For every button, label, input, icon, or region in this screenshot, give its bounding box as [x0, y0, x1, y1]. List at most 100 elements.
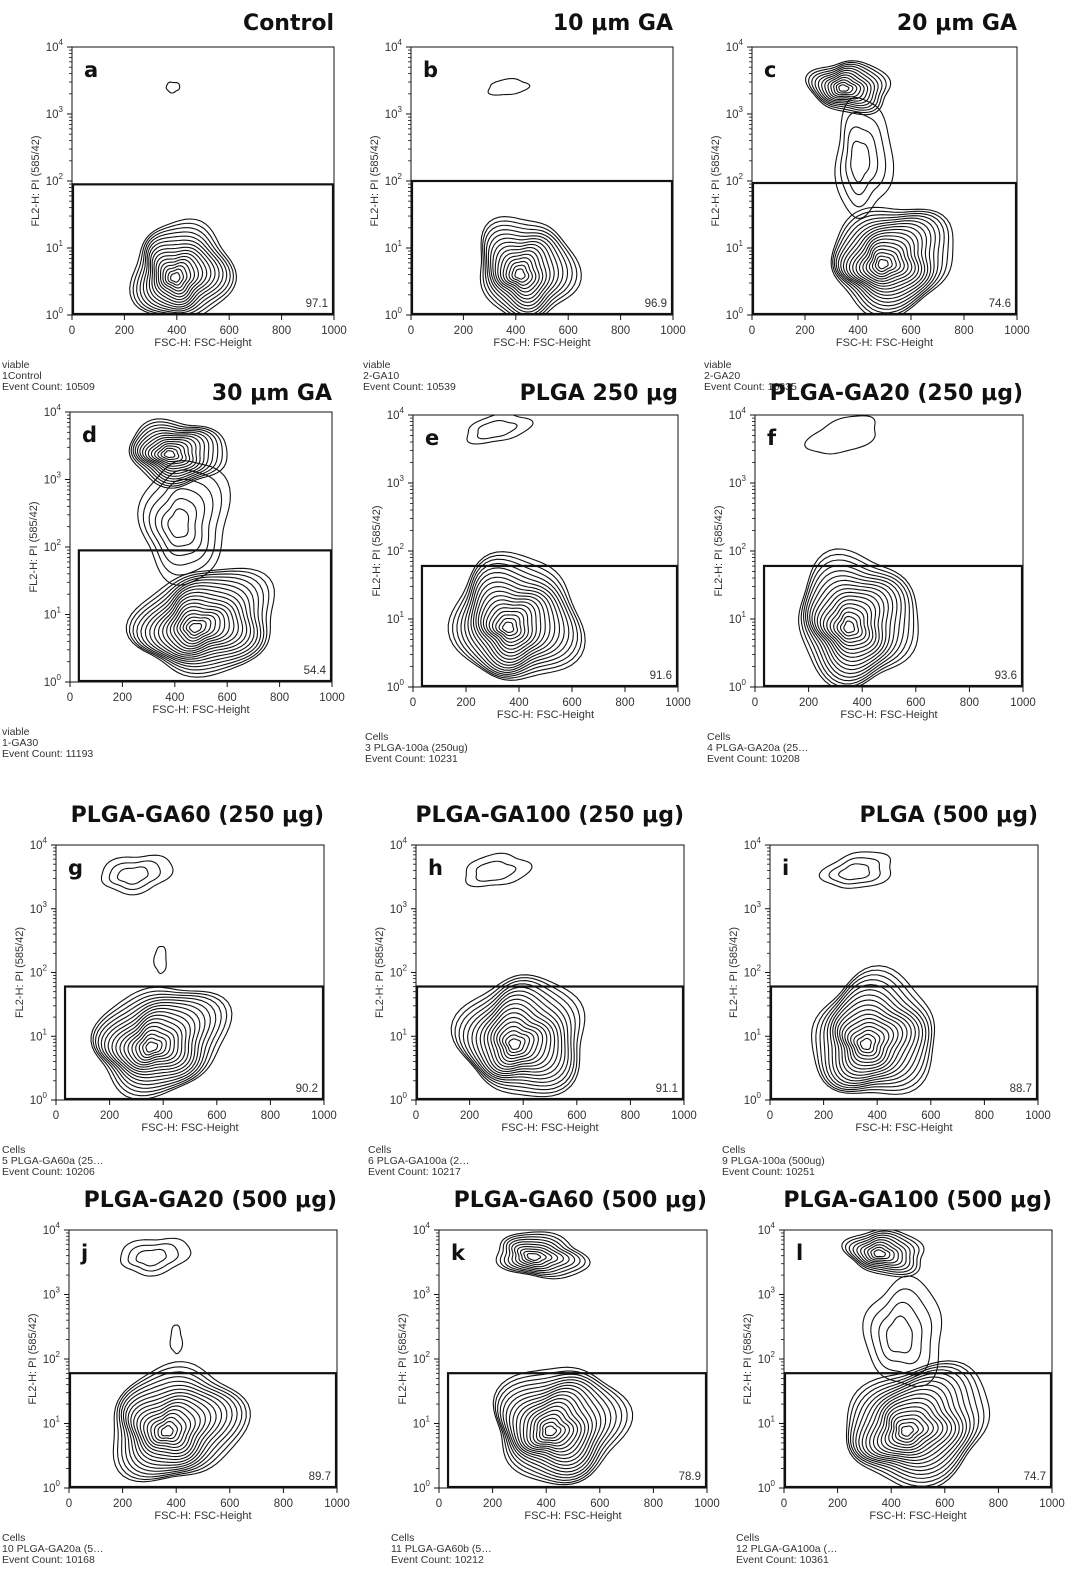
contour-line-i-0-12: [847, 1021, 890, 1063]
contour-line-d-2-2: [148, 478, 214, 566]
x-tick-label: 600: [921, 1110, 940, 1122]
contour-line-l-1-8: [870, 1246, 891, 1260]
contour-line-d-0-0: [125, 567, 275, 678]
y-tick-exponent: 0: [398, 306, 403, 315]
contour-line-b-0-8: [497, 246, 547, 300]
x-tick-label: 800: [270, 692, 289, 704]
y-tick-label: 100: [30, 1091, 48, 1107]
contour-line-d-0-2: [132, 573, 265, 671]
contour-line-k-0-8: [515, 1390, 593, 1463]
y-tick-label: 100: [744, 1091, 762, 1107]
sample-info-line: Event Count: 11193: [2, 748, 93, 760]
x-tick-label: 600: [590, 1498, 609, 1510]
contour-line-c-0-9: [852, 232, 920, 290]
sample-info-line: 6 PLGA-GA100a (2…: [368, 1155, 470, 1167]
y-tick-exponent: 2: [57, 538, 62, 547]
contour-line-l-0-12: [884, 1406, 939, 1451]
contour-line-c-1-4: [817, 67, 876, 107]
plot-frame: [438, 1229, 708, 1489]
x-tick-label: 0: [53, 1110, 59, 1122]
contour-line-c-0-12: [862, 241, 909, 282]
y-tick-exponent: 3: [57, 471, 62, 480]
contour-line-f-0-8: [816, 588, 885, 662]
gate-percentage: 97.1: [306, 298, 328, 310]
panel-letter: k: [451, 1241, 466, 1265]
x-tick-label: 800: [960, 697, 979, 709]
contour-line-k-0-13: [532, 1409, 575, 1447]
contour-line-a-0-1: [132, 222, 235, 315]
sample-info-line: Event Count: 10168: [2, 1554, 95, 1566]
contour-line-k-1-6: [516, 1246, 559, 1268]
contour-line-l-1-6: [863, 1241, 899, 1264]
y-tick-exponent: 2: [742, 542, 747, 551]
sample-info-line: Cells: [391, 1532, 414, 1544]
x-axis-label: FSC-H: FSC-Height: [501, 1122, 598, 1134]
y-tick-label: 103: [43, 1286, 61, 1302]
y-axis-label: FL2-H: PI (585/42): [27, 1313, 39, 1404]
sample-info-line: Event Count: 10361: [736, 1554, 829, 1566]
contour-line-b-0-10: [502, 253, 540, 293]
contour-line-f-0-2: [803, 559, 910, 685]
x-tick-label: 600: [935, 1498, 954, 1510]
contour-line-l-0-14: [891, 1414, 929, 1446]
contour-line-c-0-14: [868, 248, 901, 278]
contour-line-d-0-10: [166, 598, 235, 652]
contour-line-k-1-5: [513, 1243, 564, 1270]
y-tick-label: 104: [729, 406, 747, 422]
gate-percentage: 74.6: [989, 298, 1011, 310]
contour-line-c-0-15: [871, 252, 897, 275]
y-tick-label: 104: [43, 1221, 61, 1237]
contour-line-b-0-9: [499, 250, 544, 296]
contour-line-a-1-0: [165, 81, 181, 94]
y-tick-exponent: 4: [57, 403, 62, 412]
y-tick-label: 104: [390, 836, 408, 852]
y-tick-label: 104: [758, 1221, 776, 1237]
contour-line-l-2-0: [862, 1275, 943, 1388]
contour-group: [492, 1231, 634, 1486]
y-tick-label: 104: [413, 1221, 431, 1237]
contour-line-h-0-7: [479, 998, 559, 1075]
contour-line-i-1-1: [828, 857, 881, 885]
y-tick-exponent: 2: [739, 172, 744, 181]
y-tick-label: 102: [44, 538, 62, 554]
y-tick-exponent: 4: [56, 1221, 61, 1230]
gate-percentage: 54.4: [304, 665, 327, 677]
y-tick-exponent: 2: [403, 964, 408, 973]
y-tick-label: 104: [46, 38, 64, 54]
x-tick-label: 200: [113, 1498, 132, 1510]
y-tick-exponent: 4: [398, 38, 403, 47]
y-tick-label: 102: [46, 172, 64, 188]
contour-line-i-1-0: [818, 851, 892, 889]
contour-line-k-0-1: [494, 1370, 628, 1484]
sample-info-line: 2-GA20: [704, 370, 740, 382]
y-tick-exponent: 3: [400, 474, 405, 483]
contour-line-d-0-7: [153, 588, 248, 658]
panel-g: PLGA-GA60 (250 μg) g 0 200 400 600 800 1000 100 1…: [2, 803, 337, 1178]
y-tick-label: 101: [30, 1027, 48, 1043]
y-tick-exponent: 0: [742, 678, 747, 687]
contour-line-c-0-2: [833, 212, 945, 314]
panel-title: PLGA-GA100 (250 μg): [415, 803, 684, 828]
y-tick-exponent: 1: [771, 1415, 776, 1424]
contour-line-h-1-1: [475, 860, 517, 882]
contour-line-g-0-8: [115, 1011, 191, 1073]
y-tick-label: 102: [30, 964, 48, 980]
panel-letter: e: [425, 426, 439, 450]
contour-line-d-1-8: [147, 438, 194, 470]
contour-line-k-1-8: [523, 1250, 547, 1264]
sample-info-line: Event Count: 10206: [2, 1166, 95, 1178]
contour-line-i-0-0: [810, 965, 936, 1095]
x-axis-label: FSC-H: FSC-Height: [497, 709, 594, 721]
contour-line-l-0-15: [895, 1418, 924, 1443]
gate-rectangle: [77, 549, 333, 683]
contour-line-c-0-17: [877, 259, 889, 270]
x-tick-label: 400: [537, 1498, 556, 1510]
x-tick-label: 1000: [319, 692, 345, 704]
sample-info-line: viable: [2, 359, 30, 371]
contour-line-l-1-5: [860, 1239, 903, 1266]
y-tick-label: 103: [744, 900, 762, 916]
contour-line-j-1-0: [119, 1237, 192, 1277]
contour-line-l-1-9: [873, 1249, 886, 1258]
y-tick-label: 102: [729, 542, 747, 558]
contour-line-c-1-8: [830, 76, 862, 98]
